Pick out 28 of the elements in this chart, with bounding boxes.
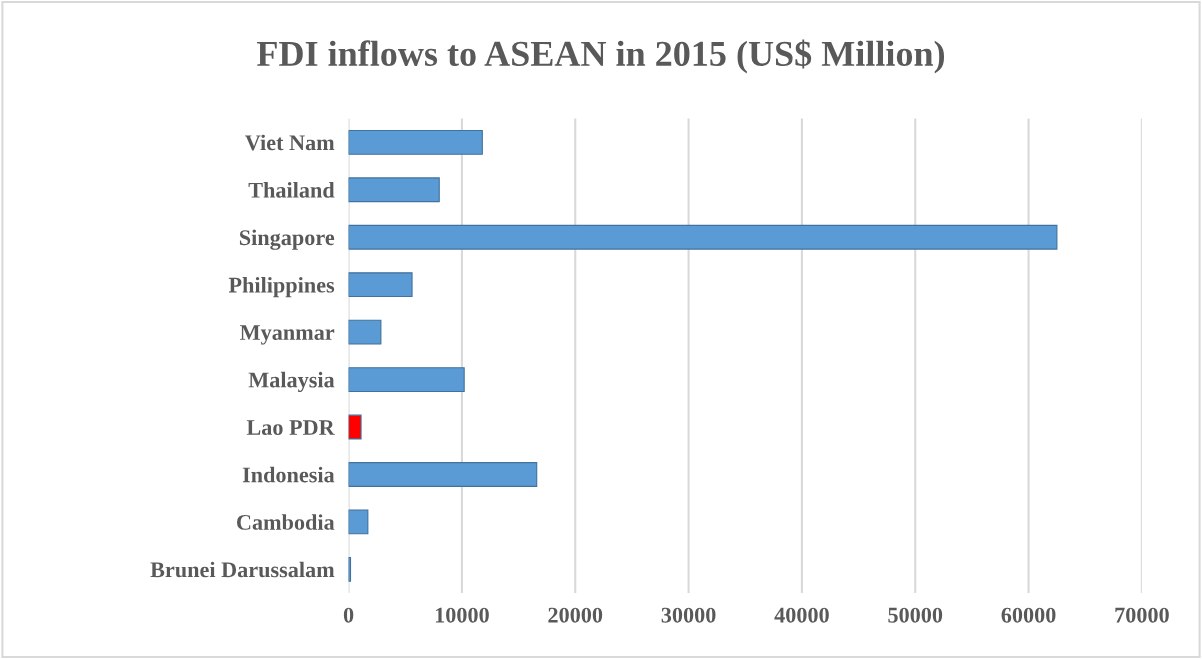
y-tick-label: Thailand	[248, 182, 335, 198]
bar	[348, 414, 362, 440]
y-tick-label: Myanmar	[240, 325, 335, 345]
bar	[348, 177, 440, 203]
y-tick-label: Lao PDR	[246, 420, 335, 435]
bar	[348, 509, 369, 535]
x-tick-label: 60000	[1001, 607, 1056, 623]
x-tick-label: 20000	[548, 607, 603, 623]
bar	[348, 367, 465, 393]
bar	[348, 129, 483, 155]
y-tick-label: Indonesia	[242, 466, 335, 483]
y-tick-label: Singapore	[239, 229, 335, 250]
x-tick-label: 40000	[774, 607, 829, 623]
bar	[348, 224, 1058, 250]
x-tick-label: 0	[343, 607, 354, 623]
y-tick-label: Philippines	[228, 276, 335, 298]
bar	[348, 272, 413, 298]
x-tick-label: 30000	[661, 607, 716, 623]
x-tick-label: 70000	[1115, 607, 1169, 623]
x-tick-label: 50000	[888, 607, 943, 623]
x-tick-label: 10000	[435, 607, 489, 623]
y-tick-label: Brunei Darussalam	[150, 561, 335, 578]
bar	[348, 462, 538, 487]
y-tick-label: Malaysia	[248, 371, 335, 393]
y-tick-label: Viet Nam	[245, 134, 335, 151]
bar	[348, 319, 382, 345]
y-tick-label: Cambodia	[237, 514, 335, 530]
chart-title: FDI inflows to ASEAN in 2015 (US$ Million)	[257, 39, 945, 74]
